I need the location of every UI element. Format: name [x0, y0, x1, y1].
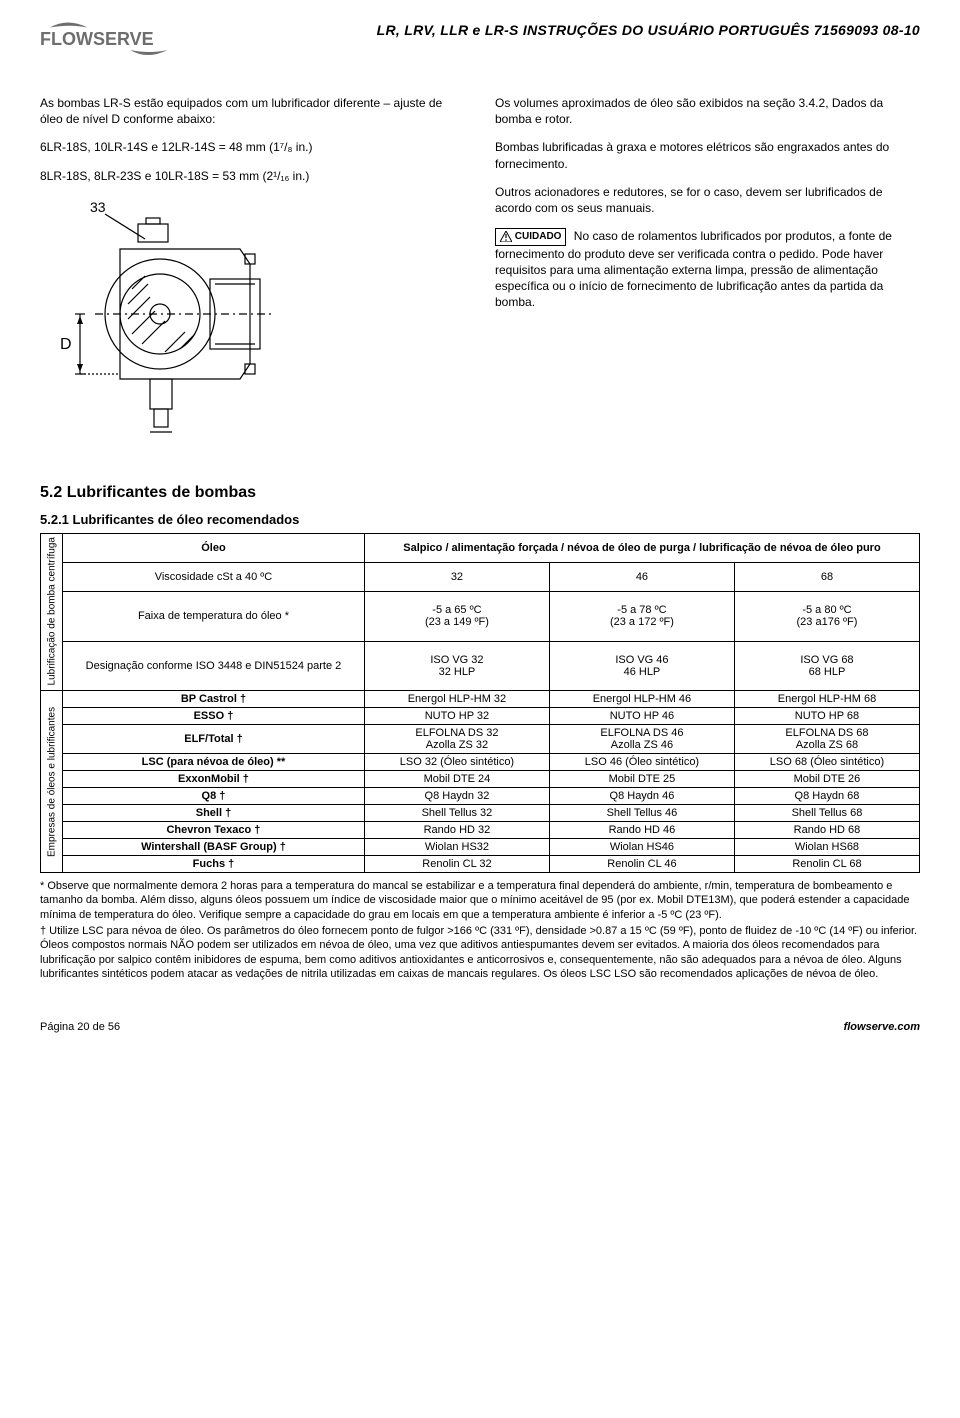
right-p4: CUIDADO No caso de rolamentos lubrificad…	[495, 228, 920, 310]
cell: ISO VG 6868 HLP	[734, 641, 919, 691]
cuidado-badge: CUIDADO	[495, 228, 566, 246]
cell: ISO VG 3232 HLP	[364, 641, 549, 691]
cell: Wiolan HS32	[364, 839, 549, 856]
col-method: Salpico / alimentação forçada / névoa de…	[364, 533, 919, 562]
cell: NUTO HP 68	[734, 708, 919, 725]
diagram-label-33: 33	[90, 199, 106, 215]
left-p2: 6LR-18S, 10LR-14S e 12LR-14S = 48 mm (1⁷…	[40, 139, 465, 155]
cell: LSO 46 (Óleo sintético)	[549, 754, 734, 771]
cell: Mobil DTE 24	[364, 771, 549, 788]
page-footer: Página 20 de 56 flowserve.com	[40, 1021, 920, 1033]
cell: -5 a 65 ºC(23 a 149 ºF)	[364, 591, 549, 641]
footnotes: * Observe que normalmente demora 2 horas…	[40, 879, 920, 981]
cell: Renolin CL 68	[734, 856, 919, 873]
row-label: ESSO †	[63, 708, 365, 725]
table-row: Fuchs †Renolin CL 32Renolin CL 46Renolin…	[41, 856, 920, 873]
cell: Shell Tellus 46	[549, 805, 734, 822]
table-row: Viscosidade cSt a 40 ºC324668	[41, 562, 920, 591]
pump-diagram: 33	[50, 194, 310, 454]
row-label: Chevron Texaco †	[63, 822, 365, 839]
cell: Wiolan HS46	[549, 839, 734, 856]
table-row: ExxonMobil †Mobil DTE 24Mobil DTE 25Mobi…	[41, 771, 920, 788]
section-5-2-1-heading: 5.2.1 Lubrificantes de óleo recomendados	[40, 512, 920, 527]
right-p1: Os volumes aproximados de óleo são exibi…	[495, 95, 920, 127]
row-label: Shell †	[63, 805, 365, 822]
cell: Energol HLP-HM 68	[734, 691, 919, 708]
cell: Mobil DTE 25	[549, 771, 734, 788]
table-row: Designação conforme ISO 3448 e DIN51524 …	[41, 641, 920, 691]
cell: Shell Tellus 32	[364, 805, 549, 822]
footer-site: flowserve.com	[844, 1021, 920, 1033]
rot-lubrication: Lubrificação de bomba centrífuga	[41, 533, 63, 690]
row-label: Q8 †	[63, 788, 365, 805]
cell: Wiolan HS68	[734, 839, 919, 856]
cell: ELFOLNA DS 46Azolla ZS 46	[549, 725, 734, 754]
row-label: Fuchs †	[63, 856, 365, 873]
cell: Shell Tellus 68	[734, 805, 919, 822]
cell: Q8 Haydn 32	[364, 788, 549, 805]
cell: Q8 Haydn 46	[549, 788, 734, 805]
svg-text:FLOWSERVE: FLOWSERVE	[40, 29, 154, 49]
row-label: Viscosidade cSt a 40 ºC	[63, 562, 365, 591]
table-row: ELF/Total †ELFOLNA DS 32Azolla ZS 32ELFO…	[41, 725, 920, 754]
cell: NUTO HP 46	[549, 708, 734, 725]
cell: LSO 32 (Óleo sintético)	[364, 754, 549, 771]
table-row: ESSO †NUTO HP 32NUTO HP 46NUTO HP 68	[41, 708, 920, 725]
warning-icon	[500, 231, 512, 242]
cell: Rando HD 46	[549, 822, 734, 839]
table-row: Chevron Texaco †Rando HD 32Rando HD 46Ra…	[41, 822, 920, 839]
diagram-label-d: D	[60, 336, 72, 353]
cell: Renolin CL 32	[364, 856, 549, 873]
page-number: Página 20 de 56	[40, 1021, 120, 1033]
footnote-1: * Observe que normalmente demora 2 horas…	[40, 879, 920, 922]
table-row: Q8 †Q8 Haydn 32Q8 Haydn 46Q8 Haydn 68	[41, 788, 920, 805]
page-header: FLOWSERVE LR, LRV, LLR e LR-S INSTRUÇÕES…	[40, 20, 920, 60]
cell: Energol HLP-HM 32	[364, 691, 549, 708]
row-label: BP Castrol †	[63, 691, 365, 708]
doc-title: LR, LRV, LLR e LR-S INSTRUÇÕES DO USUÁRI…	[180, 20, 920, 38]
cell: -5 a 80 ºC(23 a176 ºF)	[734, 591, 919, 641]
cell: Mobil DTE 26	[734, 771, 919, 788]
row-label: ELF/Total †	[63, 725, 365, 754]
cuidado-label: CUIDADO	[515, 231, 562, 242]
rot-companies: Empresas de óleos e lubrificantes	[41, 691, 63, 873]
left-p1: As bombas LR-S estão equipados com um lu…	[40, 95, 465, 127]
cell: LSO 68 (Óleo sintético)	[734, 754, 919, 771]
footnote-2: † Utilize LSC para névoa de óleo. Os par…	[40, 924, 920, 981]
cell: Renolin CL 46	[549, 856, 734, 873]
cell: Energol HLP-HM 46	[549, 691, 734, 708]
row-label: Faixa de temperatura do óleo *	[63, 591, 365, 641]
section-5-2-heading: 5.2 Lubrificantes de bombas	[40, 484, 920, 502]
cell: 46	[549, 562, 734, 591]
cell: ELFOLNA DS 32Azolla ZS 32	[364, 725, 549, 754]
right-column: Os volumes aproximados de óleo são exibi…	[495, 95, 920, 454]
row-label: Wintershall (BASF Group) †	[63, 839, 365, 856]
table-row: Empresas de óleos e lubrificantesBP Cast…	[41, 691, 920, 708]
right-p2: Bombas lubrificadas à graxa e motores el…	[495, 139, 920, 171]
cell: 68	[734, 562, 919, 591]
row-label: ExxonMobil †	[63, 771, 365, 788]
flowserve-logo: FLOWSERVE	[40, 20, 180, 60]
cell: 32	[364, 562, 549, 591]
cell: ISO VG 4646 HLP	[549, 641, 734, 691]
table-row: Faixa de temperatura do óleo *-5 a 65 ºC…	[41, 591, 920, 641]
cell: ELFOLNA DS 68Azolla ZS 68	[734, 725, 919, 754]
left-column: As bombas LR-S estão equipados com um lu…	[40, 95, 465, 454]
right-p3: Outros acionadores e redutores, se for o…	[495, 184, 920, 216]
col-oil: Óleo	[63, 533, 365, 562]
row-label: LSC (para névoa de óleo) **	[63, 754, 365, 771]
cell: NUTO HP 32	[364, 708, 549, 725]
cell: Q8 Haydn 68	[734, 788, 919, 805]
table-row: LSC (para névoa de óleo) **LSO 32 (Óleo …	[41, 754, 920, 771]
row-label: Designação conforme ISO 3448 e DIN51524 …	[63, 641, 365, 691]
intro-columns: As bombas LR-S estão equipados com um lu…	[40, 95, 920, 454]
cell: -5 a 78 ºC(23 a 172 ºF)	[549, 591, 734, 641]
cell: Rando HD 68	[734, 822, 919, 839]
table-row: Shell †Shell Tellus 32Shell Tellus 46She…	[41, 805, 920, 822]
left-p3: 8LR-18S, 8LR-23S e 10LR-18S = 53 mm (2¹/…	[40, 168, 465, 184]
cell: Rando HD 32	[364, 822, 549, 839]
oil-table: Lubrificação de bomba centrífugaÓleoSalp…	[40, 533, 920, 873]
table-row: Wintershall (BASF Group) †Wiolan HS32Wio…	[41, 839, 920, 856]
